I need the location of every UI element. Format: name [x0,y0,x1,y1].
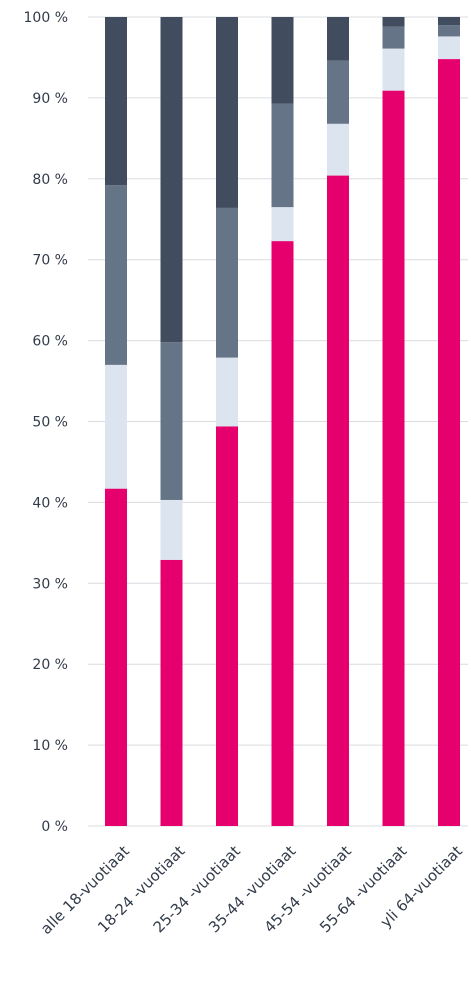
bar-segment [216,207,238,358]
bar-segments [105,17,460,827]
bar-segment [216,426,238,826]
bar-segment [327,60,349,124]
y-tick-label: 80 % [32,172,68,188]
y-tick-label: 10 % [32,738,68,754]
bar-segment [438,36,460,60]
bar-segment [216,357,238,427]
bar-segment [271,103,294,208]
bar-segment [271,207,294,242]
y-tick-label: 20 % [32,657,68,673]
bar-segment [105,488,127,826]
y-tick-label: 0 % [41,819,68,835]
y-tick-label: 40 % [32,495,68,511]
bar-segment [327,17,349,61]
bar-segment [327,175,349,827]
y-tick-label: 60 % [32,334,68,350]
bar-segment [160,499,183,560]
bar-segment [438,17,460,26]
bar-segment [105,185,127,365]
y-tick-label: 70 % [32,253,68,269]
bar-segment [160,559,183,826]
bar-segment [382,90,405,826]
y-tick-label: 90 % [32,91,68,107]
bar-segment [382,48,405,91]
bar-segment [382,17,405,27]
bar-segment [160,342,183,500]
bar-segment [271,241,294,826]
bar-segment [105,364,127,489]
bar-segment [216,17,238,208]
y-tick-label: 50 % [32,415,68,431]
y-tick-label: 100 % [24,10,68,26]
bar-segment [438,25,460,37]
bar-segment [382,26,405,49]
bar-segment [271,17,294,104]
bar-segment [438,59,460,827]
bar-segment [105,17,127,186]
bar-segment [327,123,349,176]
y-tick-label: 30 % [32,576,68,592]
y-axis-tick-labels: 0 % 10 % 20 % 30 % 40 % 50 % 60 % 70 % 80 % 90 % 1… [24,10,68,835]
bar-segment [160,17,183,343]
